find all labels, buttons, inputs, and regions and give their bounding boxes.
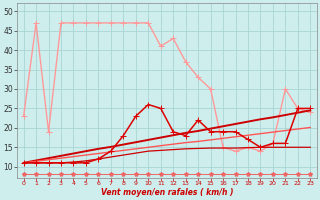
X-axis label: Vent moyen/en rafales ( km/h ): Vent moyen/en rafales ( km/h )	[101, 188, 233, 197]
